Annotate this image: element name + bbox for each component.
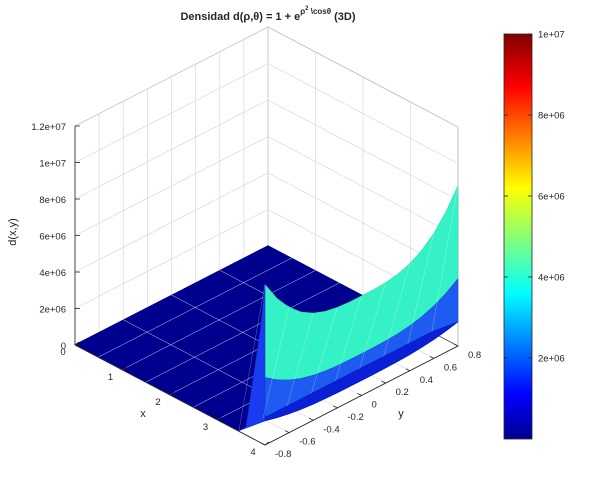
y-tick — [260, 442, 266, 446]
surface-wall-mesh-line — [359, 282, 386, 369]
y-tick-label: 0 — [372, 400, 377, 411]
y-tick-label: -0.8 — [275, 449, 291, 460]
y-tick — [333, 405, 338, 409]
z-tick-label: 8e+06 — [39, 195, 66, 206]
x-axis-label: x — [140, 408, 146, 420]
colorbar-tick-label: 6e+06 — [538, 192, 565, 203]
z-tick-label: 6e+06 — [39, 232, 66, 243]
y-tick-label: -0.6 — [299, 437, 315, 448]
colorbar-tick-label: 2e+06 — [538, 354, 565, 365]
y-tick — [429, 356, 435, 359]
x-tick — [74, 341, 80, 346]
colorbar-tick-label: 1e+07 — [538, 30, 565, 41]
chart-title: Densidad d(ρ,θ) = 1 + eρ2 \cosθ (3D) — [180, 6, 355, 23]
axes: 0 2e+06 4e+06 6e+06 8e+06 1e+07 1.2e+07 0 1 2 3 4 -0… — [31, 122, 481, 460]
y-tick-label: 0.8 — [468, 350, 481, 361]
x-tick — [122, 366, 127, 371]
x-tick-label: 4 — [250, 447, 255, 458]
surface-wall-mesh-line — [431, 185, 459, 332]
x-tick-label: 3 — [203, 422, 208, 433]
y-tick — [284, 430, 290, 433]
surface-wall-mesh-line — [238, 284, 266, 431]
z-tick-label: 1e+07 — [39, 159, 66, 170]
y-tick-label: 0.4 — [420, 375, 433, 386]
x-tick-label: 1 — [108, 372, 113, 383]
y-tick — [309, 417, 314, 421]
z-tick-label: 1.2e+07 — [31, 122, 66, 133]
surface-wall-mesh-line — [407, 233, 435, 345]
y-tick-label: -0.2 — [347, 412, 363, 423]
y-tick-label: 0.2 — [396, 387, 409, 398]
surface-front-edge — [238, 284, 266, 431]
x-tick-label: 0 — [60, 347, 65, 358]
x-tick-label: 2 — [155, 397, 160, 408]
surface-wall-mesh-line — [383, 263, 410, 357]
surface — [74, 185, 459, 431]
colorbar — [503, 33, 533, 440]
y-tick — [357, 393, 362, 396]
y-tick-label: -0.4 — [323, 424, 339, 435]
x-tick — [217, 416, 222, 421]
y-tick — [453, 343, 459, 347]
y-tick — [381, 380, 386, 384]
x-tick — [169, 391, 175, 396]
z-axis-label: d(x,y) — [7, 218, 19, 246]
surface-wall-mesh-line — [335, 295, 362, 382]
z-tick-label: 4e+06 — [39, 268, 66, 279]
surface-wall-mesh-line — [286, 312, 314, 407]
surface-wall-mesh-line — [262, 307, 290, 419]
y-axis-label: y — [398, 408, 404, 420]
colorbar-tick-label: 4e+06 — [538, 273, 565, 284]
colorbar-tick-label: 8e+06 — [538, 111, 565, 122]
y-tick-label: 0.6 — [444, 362, 457, 373]
surface-wall-mesh-line — [311, 307, 338, 394]
y-tick — [405, 368, 410, 372]
colorbar-ticks: 2e+06 4e+06 6e+06 8e+06 1e+07 — [504, 30, 565, 365]
z-tick-label: 2e+06 — [39, 305, 66, 316]
z-tick-label: 0 — [61, 341, 66, 352]
